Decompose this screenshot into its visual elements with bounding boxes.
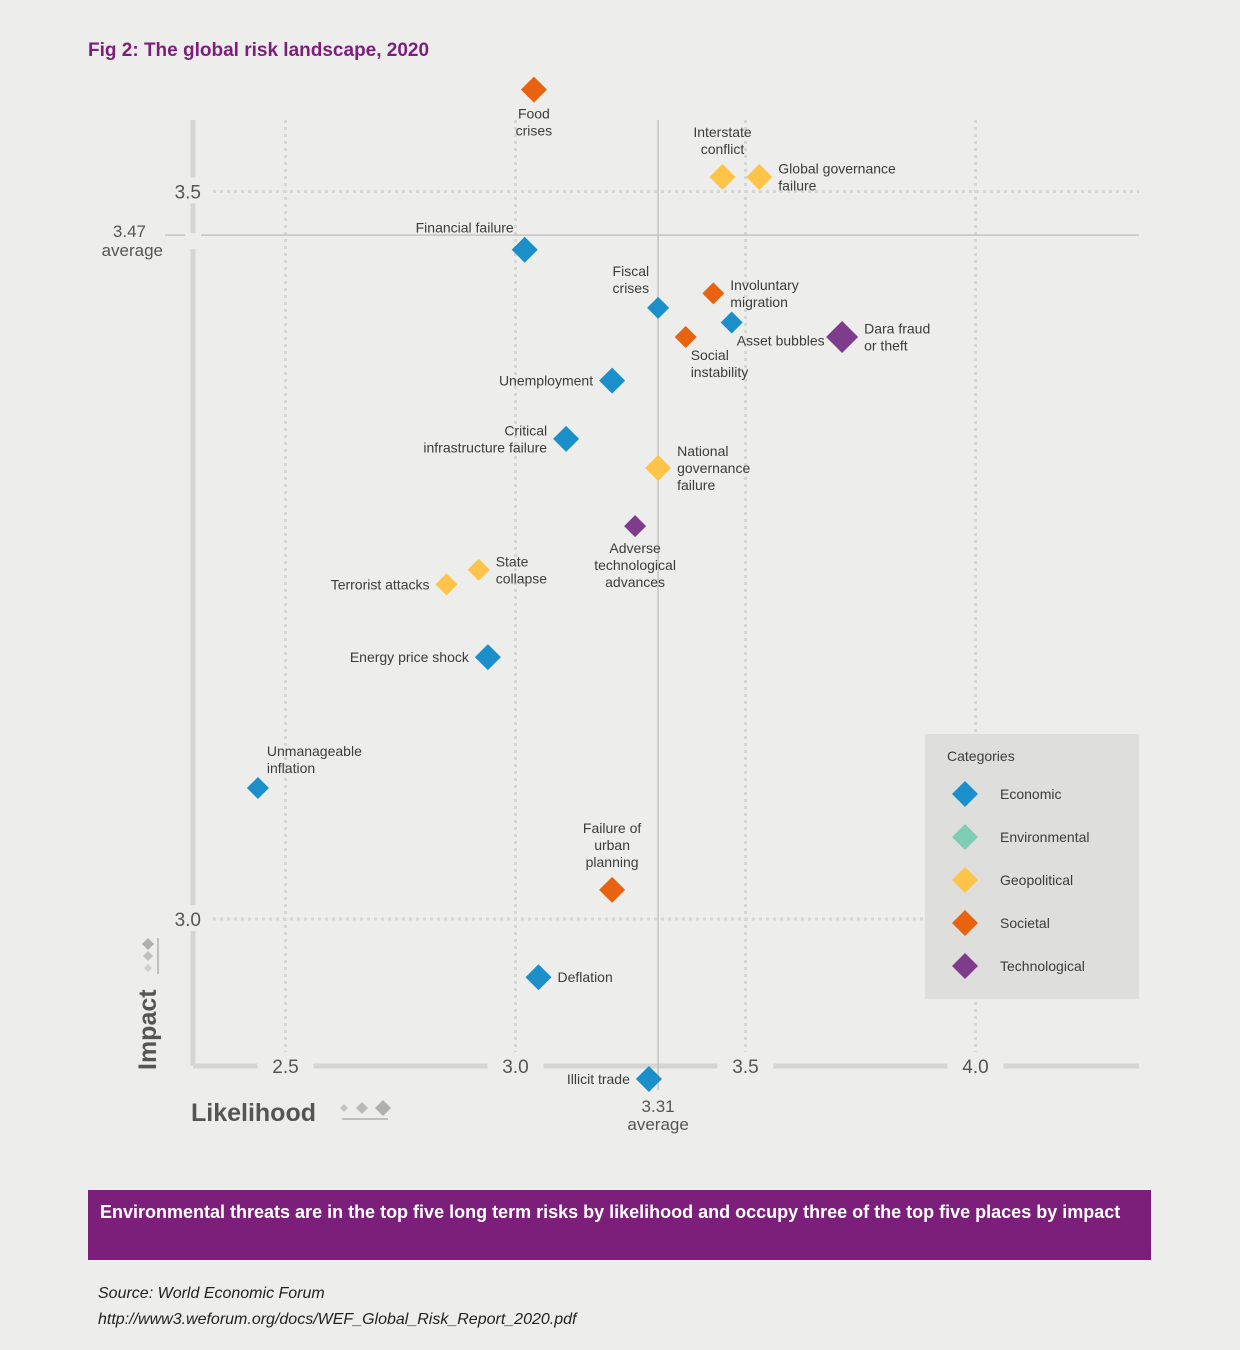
x-tick-knockout <box>257 1052 314 1078</box>
legend-title: Categories <box>947 748 1015 764</box>
data-point-label: conflict <box>701 141 745 157</box>
y-tick-knockout <box>163 177 213 204</box>
data-point-label: or theft <box>864 338 908 354</box>
data-point-label: Fiscal <box>613 263 650 279</box>
x-tick-knockout <box>717 1052 774 1078</box>
data-point-marker <box>674 326 697 348</box>
data-point-marker <box>525 964 552 991</box>
data-point-label: failure <box>677 477 715 493</box>
data-point-label: planning <box>586 854 639 870</box>
source-note: Source: World Economic Forum http://www3… <box>98 1281 576 1333</box>
y-average-text: average <box>102 241 163 260</box>
data-point-label: National <box>677 443 728 459</box>
data-point-label: Energy price shock <box>350 649 470 665</box>
y-average-value: 3.47 <box>113 222 146 241</box>
data-point-label: infrastructure failure <box>423 439 547 455</box>
legend-box <box>925 734 1139 999</box>
data-point-label: Involuntary <box>730 277 798 293</box>
data-point-label: inflation <box>267 760 315 776</box>
legend-swatch <box>952 781 978 807</box>
x-tick-label: 3.5 <box>732 1057 758 1078</box>
impact-indicator-diamond <box>143 951 153 961</box>
y-tick-label: 3.5 <box>175 183 201 204</box>
data-point-marker <box>467 558 490 581</box>
data-point-label: Adverse <box>609 540 661 556</box>
data-point-label: Deflation <box>558 969 613 985</box>
data-point-label: Unmanageable <box>267 743 362 759</box>
legend-swatch <box>952 953 978 979</box>
data-point-label: governance <box>677 460 750 476</box>
data-point-marker <box>826 321 859 353</box>
legend-entry-label: Technological <box>1000 958 1085 974</box>
data-point-marker <box>702 282 725 305</box>
legend-entry-label: Environmental <box>1000 829 1090 845</box>
x-average-text: average <box>627 1115 688 1134</box>
data-point-label: Interstate <box>693 124 752 140</box>
data-point-marker <box>474 644 501 671</box>
summary-banner: Environmental threats are in the top fiv… <box>88 1190 1151 1260</box>
x-average-value: 3.31 <box>642 1097 675 1116</box>
data-point-marker <box>746 163 773 190</box>
data-point-label: State <box>496 553 529 569</box>
data-point-label: Unemployment <box>499 373 593 389</box>
x-tick-label: 4.0 <box>962 1057 988 1078</box>
data-point-marker <box>246 777 269 800</box>
data-point-marker <box>720 311 743 334</box>
risk-scatter-chart: 2.53.03.54.03.03.54.03.31average3.47aver… <box>102 76 1139 1134</box>
data-point-marker <box>435 573 458 596</box>
impact-indicator-diamond <box>144 964 152 972</box>
data-point-label: technological <box>594 557 676 573</box>
y-average-knockout <box>185 233 201 250</box>
data-point-marker <box>709 163 736 190</box>
legend-swatch <box>952 910 978 936</box>
x-tick-label: 3.0 <box>502 1057 528 1078</box>
source-line: Source: World Economic Forum <box>98 1285 325 1302</box>
data-point-label: Failure of <box>583 820 641 836</box>
x-axis-title: Likelihood <box>191 1099 316 1127</box>
x-tick-knockout <box>487 1052 544 1078</box>
figure-title: Fig 2: The global risk landscape, 2020 <box>88 40 430 61</box>
data-point-label: urban <box>594 837 630 853</box>
legend-entry-label: Geopolitical <box>1000 872 1073 888</box>
data-point-label: Financial failure <box>416 220 514 236</box>
data-point-label: Dara fraud <box>864 321 930 337</box>
x-tick-knockout <box>947 1052 1004 1078</box>
data-point-label: collapse <box>496 570 548 586</box>
data-point-label: Illicit trade <box>567 1071 630 1087</box>
data-point-label: Global governance <box>778 160 896 176</box>
data-point-label: failure <box>778 177 816 193</box>
legend-swatch <box>952 867 978 893</box>
legend-swatch <box>952 824 978 850</box>
data-point-marker <box>624 515 647 538</box>
legend-entry-label: Economic <box>1000 786 1061 802</box>
y-tick-label: 3.0 <box>175 910 201 931</box>
likelihood-indicator-diamond <box>340 1104 348 1112</box>
data-point-label: Social <box>691 347 729 363</box>
data-point-label: instability <box>691 364 749 380</box>
data-point-label: Critical <box>504 422 547 438</box>
data-point-label: advances <box>605 574 665 590</box>
data-point-label: crises <box>613 280 650 296</box>
data-point-marker <box>647 296 670 319</box>
impact-indicator-diamond <box>142 938 154 950</box>
data-point-marker <box>645 454 672 481</box>
data-point-marker <box>511 236 538 263</box>
data-point-marker <box>599 367 626 394</box>
data-point-label: migration <box>730 294 788 310</box>
y-axis-title: Impact <box>134 989 162 1070</box>
data-point-label: Food <box>518 106 550 122</box>
data-point-marker <box>635 1066 662 1093</box>
data-point-label: crises <box>516 123 553 139</box>
data-point-marker <box>599 876 626 903</box>
likelihood-indicator-diamond <box>375 1100 391 1116</box>
legend-entry-label: Societal <box>1000 915 1050 931</box>
y-tick-knockout <box>163 905 213 931</box>
data-point-marker <box>553 425 580 452</box>
likelihood-indicator-diamond <box>356 1102 368 1114</box>
x-tick-label: 2.5 <box>272 1057 298 1078</box>
data-point-label: Terrorist attacks <box>331 576 430 592</box>
data-point-marker <box>520 76 547 103</box>
data-point-label: Asset bubbles <box>737 332 825 348</box>
source-url: http://www3.weforum.org/docs/WEF_Global_… <box>98 1311 577 1328</box>
